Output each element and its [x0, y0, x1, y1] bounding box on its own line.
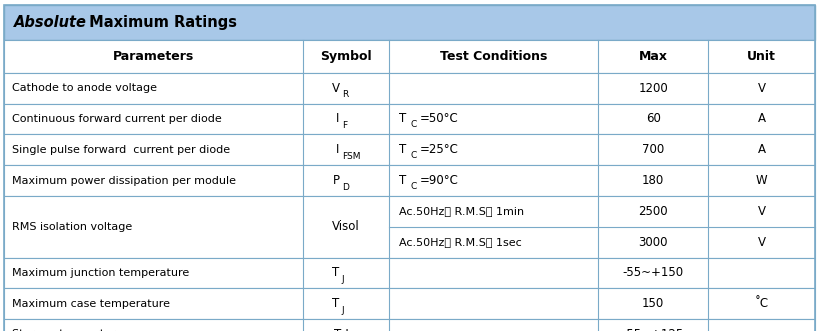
Text: T: T	[333, 266, 340, 279]
Text: Maximum junction temperature: Maximum junction temperature	[12, 268, 189, 278]
Text: Single pulse forward  current per diode: Single pulse forward current per diode	[12, 145, 230, 155]
Text: =50°C: =50°C	[420, 113, 459, 125]
Text: 60: 60	[645, 113, 661, 125]
Text: D: D	[342, 183, 349, 192]
Text: C: C	[410, 182, 417, 191]
Text: Absolute: Absolute	[14, 15, 87, 30]
Text: Tstg: Tstg	[334, 328, 358, 331]
Text: J: J	[342, 275, 345, 284]
Bar	[4, 196, 815, 258]
Text: -55~+150: -55~+150	[622, 266, 684, 279]
Text: -55~+125: -55~+125	[622, 328, 684, 331]
Text: V: V	[758, 205, 766, 218]
Text: =90°C: =90°C	[420, 174, 459, 187]
Text: Ac.50Hz； R.M.S； 1min: Ac.50Hz； R.M.S； 1min	[399, 206, 524, 216]
Bar	[4, 40, 815, 73]
Text: V: V	[758, 82, 766, 95]
Text: V: V	[758, 236, 766, 249]
Text: A: A	[758, 143, 766, 156]
Text: R: R	[342, 90, 348, 99]
Text: T: T	[399, 174, 406, 187]
Bar	[4, 165, 815, 196]
Text: Maximum Ratings: Maximum Ratings	[84, 15, 238, 30]
Text: 2500: 2500	[638, 205, 668, 218]
Text: Test Conditions: Test Conditions	[440, 50, 547, 63]
Text: Unit: Unit	[747, 50, 776, 63]
Text: Ac.50Hz； R.M.S； 1sec: Ac.50Hz； R.M.S； 1sec	[399, 237, 522, 247]
Text: Cathode to anode voltage: Cathode to anode voltage	[12, 83, 157, 93]
Text: 1200: 1200	[638, 82, 668, 95]
Bar	[4, 319, 815, 331]
Bar	[4, 73, 815, 104]
Text: Max: Max	[639, 50, 667, 63]
Text: I: I	[336, 143, 340, 156]
Text: F: F	[342, 121, 347, 130]
Text: J: J	[342, 306, 345, 315]
Bar	[4, 104, 815, 134]
Bar	[4, 5, 815, 40]
Text: P: P	[333, 174, 340, 187]
Text: C: C	[410, 151, 417, 160]
Text: RMS isolation voltage: RMS isolation voltage	[12, 222, 133, 232]
Text: Storage temperture: Storage temperture	[12, 329, 123, 331]
Text: Parameters: Parameters	[113, 50, 194, 63]
Text: T: T	[399, 143, 406, 156]
Text: W: W	[756, 174, 767, 187]
Text: T: T	[333, 297, 340, 310]
Text: Continuous forward current per diode: Continuous forward current per diode	[12, 114, 222, 124]
Text: 700: 700	[642, 143, 664, 156]
Text: V: V	[332, 82, 340, 95]
Text: Maximum case temperature: Maximum case temperature	[12, 299, 170, 309]
Text: =25°C: =25°C	[420, 143, 459, 156]
Text: Symbol: Symbol	[320, 50, 372, 63]
Text: Visol: Visol	[333, 220, 360, 233]
Text: Maximum power dissipation per module: Maximum power dissipation per module	[12, 175, 237, 186]
Text: 180: 180	[642, 174, 664, 187]
Bar	[4, 134, 815, 165]
Text: C: C	[410, 120, 417, 129]
Bar	[4, 288, 815, 319]
Bar	[4, 258, 815, 288]
Text: T: T	[399, 113, 406, 125]
Text: ˚C: ˚C	[754, 297, 769, 310]
Text: I: I	[336, 113, 340, 125]
Text: A: A	[758, 113, 766, 125]
Text: 3000: 3000	[638, 236, 668, 249]
Text: 150: 150	[642, 297, 664, 310]
Text: FSM: FSM	[342, 152, 360, 161]
